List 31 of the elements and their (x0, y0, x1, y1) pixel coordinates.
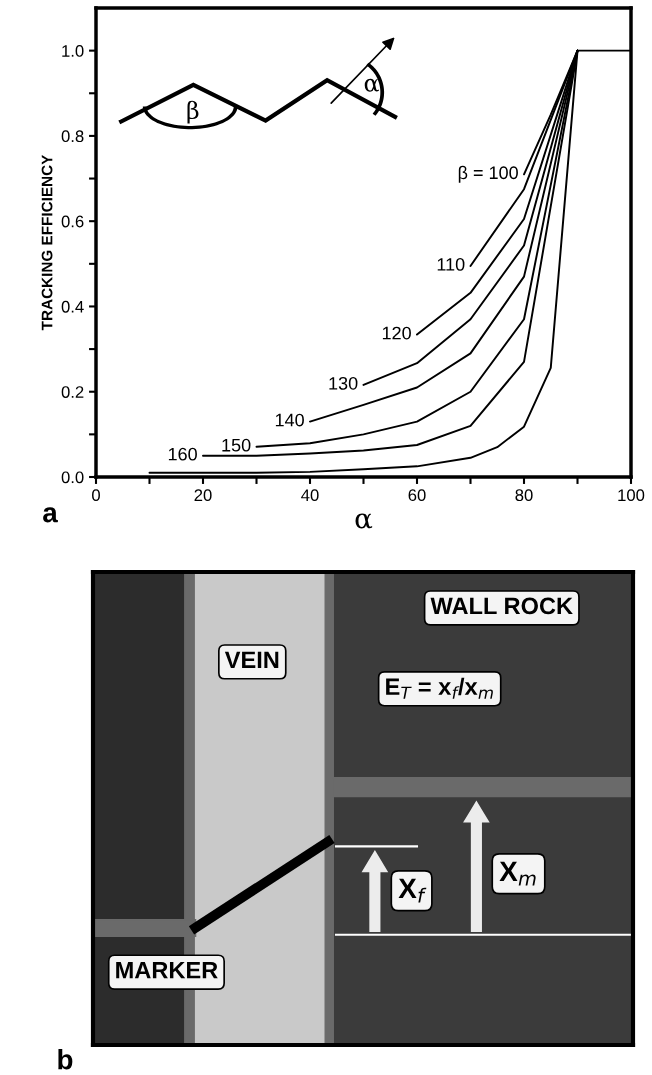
text: VEIN (224, 651, 279, 668)
y-tick-label: 1.0 (62, 45, 84, 57)
y-tick-label: 0.8 (61, 130, 84, 143)
x-tick-label: 80 (515, 489, 533, 502)
text: X$_{m}$ (499, 861, 536, 886)
annotation: α (364, 78, 379, 92)
x-tick-label: 20 (194, 489, 212, 502)
series-label: 120 (382, 326, 411, 340)
y-tick-label: 0.4 (61, 300, 84, 313)
series-label: 160 (168, 447, 197, 461)
series-label: 150 (222, 438, 251, 452)
x-axis-title: α (355, 513, 373, 529)
text: X$_{f}$ (398, 878, 427, 903)
y-axis-title: TRACKING EFFICIENCY (41, 154, 53, 331)
text: b (58, 1049, 73, 1070)
text: E$_{T}$ = x$_{f}$/x$_{m}$ (386, 677, 493, 699)
series-label: 140 (275, 413, 304, 427)
annotation: β (187, 100, 199, 124)
series-label: 110 (437, 258, 465, 271)
x-tick-label: 40 (301, 489, 319, 502)
text: MARKER (116, 962, 218, 979)
series-label: β = 100 (458, 165, 518, 183)
series-label: 130 (329, 376, 358, 390)
text: a (43, 507, 58, 523)
x-tick-label: 60 (408, 489, 426, 502)
y-tick-label: 0.6 (61, 215, 84, 228)
y-tick-label: 0.2 (61, 386, 84, 398)
y-tick-label: 0.0 (61, 471, 84, 484)
x-tick-label: 0 (92, 489, 100, 502)
text: WALL ROCK (430, 597, 573, 615)
x-tick-label: 100 (618, 489, 645, 502)
